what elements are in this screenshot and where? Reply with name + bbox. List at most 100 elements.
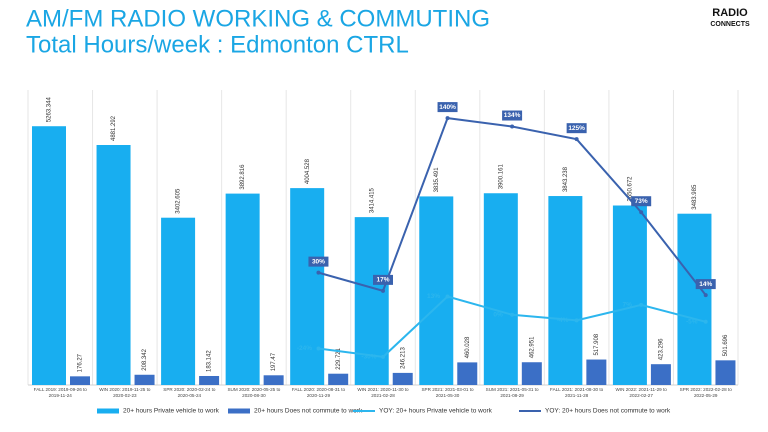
data-label: 13% — [427, 293, 440, 300]
data-label: 3892.816 — [240, 164, 246, 190]
legend-label: 20+ hours Does not commute to work — [254, 408, 363, 415]
line-marker — [445, 294, 450, 299]
data-label: 14% — [699, 281, 712, 288]
line-marker — [574, 137, 579, 142]
bar — [263, 375, 284, 385]
bar — [586, 359, 607, 385]
line-marker — [703, 293, 708, 298]
x-tick-label: WIN 2021: 2020-11-30 to 2021-02-28 — [357, 387, 409, 398]
data-label: 229.721 — [336, 347, 342, 369]
data-label: 3843.238 — [563, 166, 569, 192]
data-label: 4004.528 — [305, 158, 311, 184]
data-label: 462.951 — [529, 336, 535, 358]
data-label: 17% — [376, 277, 389, 284]
bar — [70, 376, 90, 385]
data-label: 30% — [312, 258, 325, 265]
chart-title: AM/FM RADIO WORKING & COMMUTING — [26, 5, 490, 32]
line-marker — [639, 302, 644, 307]
data-label: 423.296 — [658, 338, 664, 360]
data-label: 3835.491 — [434, 167, 440, 193]
label-box — [566, 123, 587, 134]
label-box — [437, 102, 458, 113]
x-tick-label: SPR 2021: 2021-03-01 to 2021-05-30 — [421, 387, 474, 398]
data-label: 3650.672 — [627, 176, 633, 202]
data-label: 0% — [493, 311, 503, 318]
label-box — [308, 256, 329, 267]
line-marker — [639, 210, 644, 215]
line-marker — [316, 346, 321, 351]
bar — [225, 193, 260, 385]
label-box — [695, 279, 716, 290]
logo-text: CONNECTS — [710, 21, 750, 28]
data-label: -5% — [686, 319, 698, 326]
legend-label: 20+ hours Private vehicle to work — [123, 408, 220, 415]
data-label: 7% — [622, 302, 632, 309]
x-tick-label: FALL 2021: 2021-08-30 to 2021-11-28 — [550, 387, 604, 398]
x-tick-label: FALL 2019: 2019-09-26 to 2019-11-24 — [33, 387, 87, 398]
bar — [290, 188, 325, 385]
x-tick-label: SUM 2021: 2021-05-31 to 2021-08-29 — [485, 387, 539, 398]
x-tick-label: WIN 2020: 2019-11-25 to 2020-02-23 — [99, 387, 151, 398]
x-tick-label: FALL 2020: 2020-08-31 to 2020-11-29 — [291, 387, 346, 398]
data-label: 3414.415 — [369, 187, 375, 213]
data-label: 125% — [568, 125, 585, 132]
line-marker — [510, 124, 515, 129]
data-label: 197.47 — [271, 352, 277, 371]
data-label: 501.696 — [723, 334, 729, 356]
label-box — [631, 196, 652, 207]
legend-label: YOY: 20+ hours Does not commute to work — [545, 408, 671, 415]
x-tick-label: SUM 2020: 2020-05-25 to 2020-08-30 — [227, 387, 281, 398]
x-tick-label: WIN 2022: 2021-11-29 to 2022-02-27 — [615, 387, 667, 398]
line-marker — [316, 270, 321, 275]
line-marker — [445, 116, 450, 121]
bar — [483, 193, 518, 385]
bar — [328, 373, 349, 385]
chart-subtitle: Total Hours/week : Edmonton CTRL — [26, 31, 409, 58]
data-label: 134% — [504, 112, 521, 119]
data-label: 4881.292 — [111, 115, 117, 141]
bar — [677, 213, 712, 385]
line-marker — [703, 319, 708, 324]
data-label: 140% — [439, 104, 456, 111]
data-label: 176.27 — [78, 353, 84, 372]
data-label: 5263.344 — [47, 97, 53, 123]
legend-label: YOY: 20+ hours Private vehicle to work — [379, 408, 493, 415]
x-tick-label: SPR 2020: 2020-02-24 to 2020-05-24 — [163, 387, 216, 398]
line-marker — [381, 288, 385, 293]
bar — [419, 196, 454, 385]
legend-swatch — [97, 408, 119, 414]
data-label: 3900.161 — [498, 164, 504, 190]
bar — [650, 364, 671, 385]
label-box — [502, 110, 523, 121]
line-marker — [381, 354, 385, 359]
data-label: 3483.985 — [692, 184, 698, 210]
data-label: 73% — [635, 198, 648, 205]
data-label: -4% — [557, 317, 569, 324]
data-label: 460.028 — [465, 336, 471, 358]
bar — [161, 217, 196, 385]
bar — [521, 362, 542, 385]
line-marker — [574, 318, 579, 323]
logo-text: RADIO — [712, 7, 748, 19]
label-box — [373, 274, 393, 285]
bar — [715, 360, 736, 385]
bar — [134, 374, 155, 385]
bar — [199, 375, 220, 385]
bar — [548, 196, 583, 385]
data-label: 517.908 — [594, 333, 600, 355]
bar — [457, 362, 478, 385]
bar — [612, 205, 647, 385]
legend-swatch — [228, 408, 250, 414]
data-label: 208.342 — [142, 348, 148, 370]
bar — [392, 372, 413, 385]
bar — [96, 145, 131, 385]
data-label: 246.213 — [400, 347, 406, 369]
data-label: 183.142 — [207, 350, 213, 372]
data-label: -24% — [297, 345, 312, 352]
bar — [32, 126, 66, 385]
data-label: -30% — [361, 354, 376, 361]
line-marker — [510, 312, 515, 317]
x-tick-label: SPR 2022: 2022-02-28 to 2022-05-29 — [679, 387, 732, 398]
data-label: 3402.605 — [176, 188, 182, 214]
